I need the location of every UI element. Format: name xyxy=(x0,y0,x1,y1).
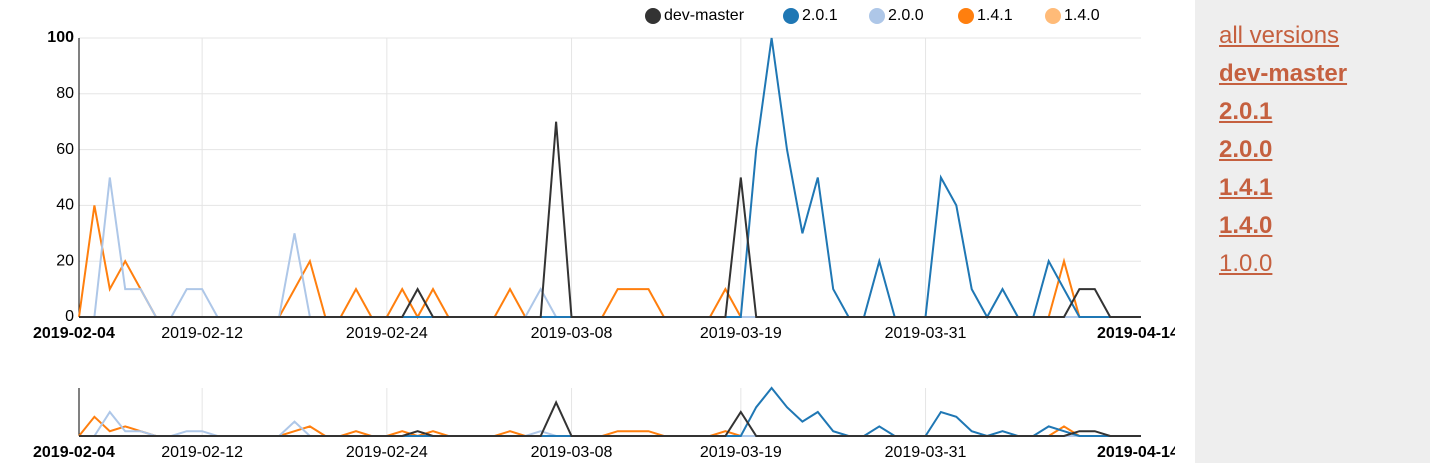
version-link[interactable]: all versions xyxy=(1219,22,1340,49)
y-tick-label: 40 xyxy=(56,197,74,214)
x-tick-label: 2019-02-04 xyxy=(33,444,115,461)
legend-swatch[interactable] xyxy=(958,8,974,24)
x-tick-label: 2019-03-08 xyxy=(531,444,613,461)
version-link[interactable]: 1.4.1 xyxy=(1219,174,1273,201)
series-line xyxy=(79,386,1141,438)
x-tick-label: 2019-03-19 xyxy=(700,325,782,342)
version-link[interactable]: 2.0.0 xyxy=(1219,136,1273,163)
legend-swatch[interactable] xyxy=(645,8,661,24)
legend-label[interactable]: 1.4.0 xyxy=(1064,7,1100,24)
version-link[interactable]: 2.0.1 xyxy=(1219,98,1273,125)
legend-swatch[interactable] xyxy=(1045,8,1061,24)
y-tick-label: 80 xyxy=(56,85,74,102)
legend-swatch[interactable] xyxy=(783,8,799,24)
x-tick-label: 2019-03-19 xyxy=(700,444,782,461)
series-line xyxy=(79,399,1141,437)
series-line xyxy=(79,410,1141,437)
chart: 0 20 40 60 80 100 2019-02-04 2019-02-12 2019-02-… xyxy=(33,7,1175,461)
series-line xyxy=(79,121,1141,318)
version-link[interactable]: dev-master xyxy=(1219,60,1348,87)
version-sidebar: all versions dev-master 2.0.1 2.0.0 1.4.1 1.4… xyxy=(1195,0,1430,463)
series-line xyxy=(79,177,1141,318)
y-tick-label: 60 xyxy=(56,141,74,158)
y-tick-label: 0 xyxy=(65,308,74,325)
legend-label[interactable]: 2.0.1 xyxy=(802,7,838,24)
series-line xyxy=(79,37,1141,320)
y-tick-label: 100 xyxy=(47,29,74,46)
y-tick-label: 20 xyxy=(56,252,74,269)
series-line xyxy=(78,415,1141,438)
legend-label[interactable]: dev-master xyxy=(664,7,745,24)
x-tick-label: 2019-03-08 xyxy=(531,325,613,342)
x-tick-label: 2019-02-12 xyxy=(161,444,243,461)
legend-label[interactable]: 2.0.0 xyxy=(888,7,924,24)
legend-label[interactable]: 1.4.1 xyxy=(977,7,1013,24)
x-tick-label: 2019-02-24 xyxy=(346,444,428,461)
version-link[interactable]: 1.4.0 xyxy=(1219,212,1273,239)
legend-swatch[interactable] xyxy=(869,8,885,24)
x-tick-label: 2019-03-31 xyxy=(885,325,967,342)
x-tick-label: 2019-02-24 xyxy=(346,325,428,342)
x-tick-label: 2019-03-31 xyxy=(885,444,967,461)
x-tick-label: 2019-04-14 xyxy=(1097,325,1175,342)
version-link[interactable]: 1.0.0 xyxy=(1219,250,1273,277)
x-tick-label: 2019-02-12 xyxy=(161,325,243,342)
x-tick-label: 2019-04-14 xyxy=(1097,444,1175,461)
x-tick-label: 2019-02-04 xyxy=(33,325,115,342)
